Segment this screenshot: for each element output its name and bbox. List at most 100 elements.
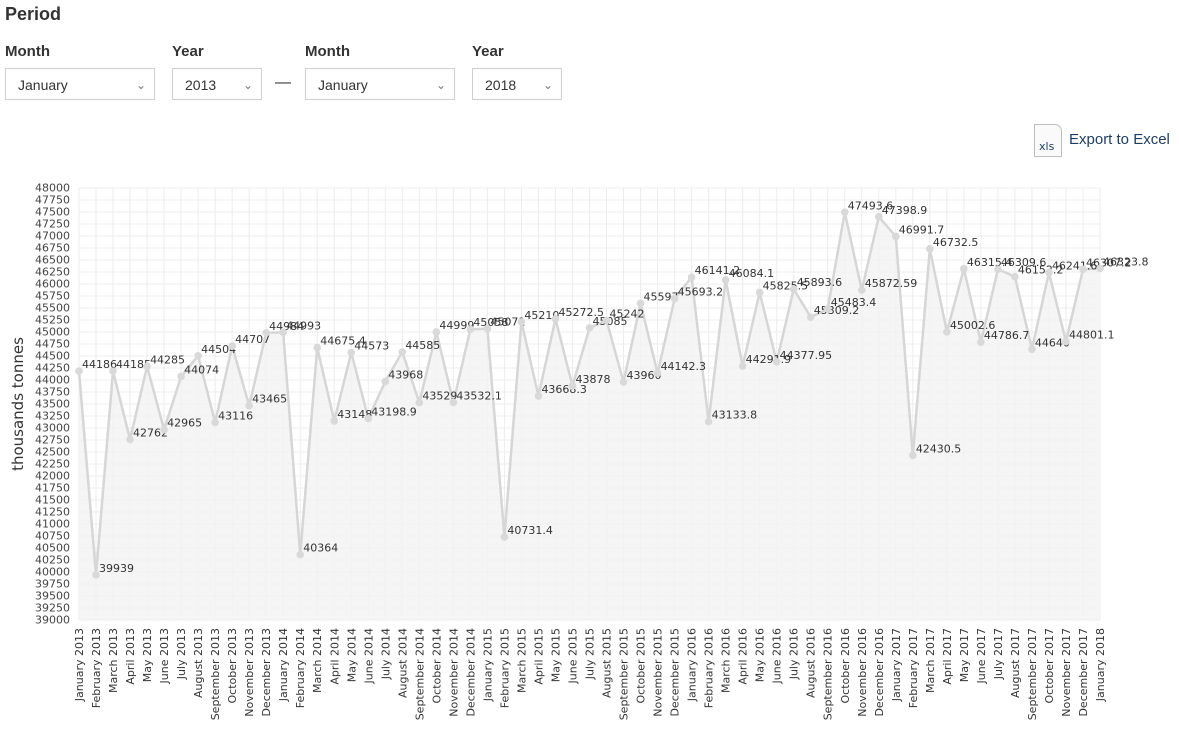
x-tick-label: February 2017 <box>907 628 920 708</box>
x-tick-label: January 2015 <box>481 628 494 702</box>
data-point <box>994 265 1002 273</box>
y-tick-label: 43500 <box>35 398 70 411</box>
data-point <box>943 328 951 336</box>
data-point <box>840 208 849 217</box>
x-tick-label: November 2014 <box>447 628 460 717</box>
y-tick-label: 47750 <box>35 194 70 207</box>
chevron-down-icon: ⌄ <box>435 78 446 92</box>
y-tick-label: 45750 <box>35 290 70 303</box>
x-tick-label: June 2014 <box>362 628 375 684</box>
data-point <box>653 369 662 377</box>
x-tick-label: September 2016 <box>822 628 835 720</box>
data-point <box>1096 264 1104 273</box>
data-point <box>1028 345 1036 354</box>
data-label: 45597 <box>644 290 679 303</box>
data-label: 43133.8 <box>712 409 758 422</box>
data-label: 44074 <box>184 363 219 376</box>
data-point <box>909 451 917 460</box>
end-year-select[interactable]: 2018 ⌄ <box>472 68 562 100</box>
y-tick-label: 48000 <box>35 182 70 195</box>
x-tick-label: August 2017 <box>1009 628 1022 698</box>
data-label: 40731.4 <box>507 524 552 537</box>
data-label: 40364 <box>303 542 338 555</box>
data-point <box>738 362 747 370</box>
data-point <box>755 288 764 297</box>
data-label: 44993 <box>286 319 321 332</box>
data-point <box>772 358 781 366</box>
end-month-select[interactable]: January ⌄ <box>305 68 455 100</box>
data-label: 45872.59 <box>865 277 918 290</box>
y-tick-label: 46750 <box>35 242 70 255</box>
data-point <box>568 382 577 390</box>
data-point <box>551 315 560 323</box>
data-label: 45272.5 <box>558 306 604 319</box>
data-point <box>1079 265 1087 274</box>
x-tick-label: March 2016 <box>720 628 733 693</box>
x-tick-label: December 2015 <box>669 628 682 717</box>
y-tick-label: 46500 <box>35 254 70 267</box>
y-tick-label: 39500 <box>35 590 70 603</box>
x-tick-label: February 2013 <box>90 628 103 708</box>
export-to-excel-link[interactable]: xls Export to Excel <box>1034 124 1170 157</box>
data-point <box>279 328 288 337</box>
data-point <box>364 414 373 423</box>
data-label: 42965 <box>167 417 202 430</box>
chevron-down-icon: ⌄ <box>242 78 253 92</box>
data-point <box>500 533 509 541</box>
x-tick-label: February 2014 <box>294 628 307 708</box>
x-tick-label: July 2015 <box>584 628 597 680</box>
x-tick-label: January 2017 <box>890 628 903 702</box>
y-tick-label: 45000 <box>35 326 70 339</box>
data-point <box>687 273 696 282</box>
data-label: 43116 <box>218 409 253 422</box>
x-tick-label: October 2014 <box>430 628 443 704</box>
data-point <box>892 232 900 241</box>
data-label: 46141.2 <box>695 264 741 277</box>
data-label: 44640 <box>1035 336 1070 349</box>
data-point <box>160 425 168 434</box>
y-tick-label: 44500 <box>35 350 70 363</box>
data-label: 45693.2 <box>678 286 724 299</box>
data-point <box>313 343 322 352</box>
data-point <box>75 367 83 375</box>
data-point <box>1011 272 1019 281</box>
data-point <box>1062 337 1070 346</box>
y-tick-label: 39000 <box>35 614 70 627</box>
y-tick-label: 44750 <box>35 338 70 351</box>
data-point <box>926 245 934 253</box>
start-year-select[interactable]: 2013 ⌄ <box>172 68 262 100</box>
x-tick-label: April 2013 <box>124 628 137 685</box>
y-axis-title: thousands tonnes <box>9 337 27 471</box>
x-tick-label: July 2014 <box>379 628 392 680</box>
data-point <box>126 435 134 444</box>
data-point <box>330 417 339 425</box>
x-tick-label: August 2014 <box>396 628 409 698</box>
data-point <box>585 324 594 332</box>
end-month-label: Month <box>305 43 350 60</box>
y-tick-label: 47500 <box>35 206 70 219</box>
excel-icon-text: xls <box>1039 140 1055 153</box>
data-label: 43465 <box>252 393 287 406</box>
y-tick-label: 42000 <box>35 470 70 483</box>
y-tick-label: 43250 <box>35 410 70 423</box>
data-point <box>789 285 798 293</box>
data-point <box>960 265 968 273</box>
data-point <box>874 213 883 221</box>
x-tick-label: June 2015 <box>566 628 579 684</box>
x-tick-label: December 2013 <box>260 628 273 717</box>
data-label: 43960 <box>627 369 662 382</box>
x-tick-label: August 2016 <box>805 628 818 698</box>
data-point <box>704 417 713 426</box>
x-tick-label: July 2013 <box>175 628 188 680</box>
data-label: 39939 <box>99 562 134 575</box>
data-point <box>670 294 679 303</box>
x-tick-label: April 2015 <box>532 628 545 685</box>
x-tick-label: March 2014 <box>311 628 324 693</box>
chevron-down-icon: ⌄ <box>135 78 146 92</box>
data-label: 45893.6 <box>797 276 843 289</box>
data-label: 45002.6 <box>950 319 996 332</box>
y-tick-label: 42500 <box>35 446 70 459</box>
x-tick-label: January 2014 <box>277 628 290 702</box>
start-month-select[interactable]: January ⌄ <box>5 68 155 100</box>
end-year-label: Year <box>472 43 504 60</box>
